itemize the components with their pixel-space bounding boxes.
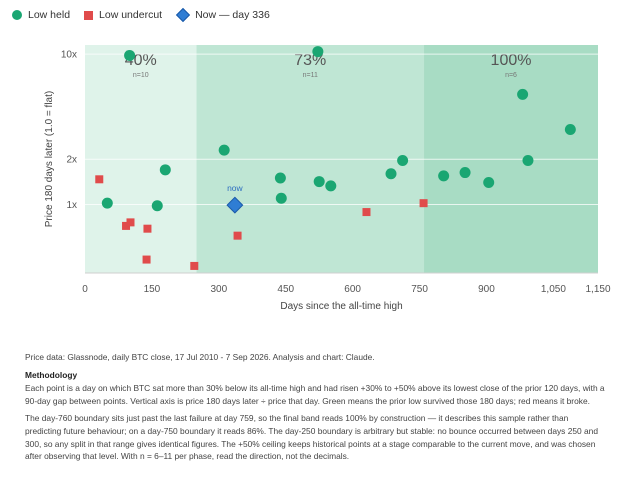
x-axis-title: Days since the all-time high (280, 301, 402, 312)
methodology-title: Methodology (25, 369, 78, 380)
held-point (564, 124, 576, 136)
x-tick-label: 750 (411, 284, 428, 295)
y-tick-label: 1x (66, 200, 77, 211)
held-point (101, 197, 113, 209)
legend: Low held Low undercut Now — day 336 (12, 7, 284, 23)
x-tick-label: 450 (277, 284, 294, 295)
methodology-paragraph-1: Each point is a day on which BTC sat mor… (25, 383, 605, 406)
chart-notes: Price data: Glassnode, daily BTC close, … (25, 351, 605, 463)
x-tick-label: 1,150 (585, 284, 610, 295)
undercut-point (362, 208, 371, 217)
x-tick-label: 150 (144, 284, 161, 295)
held-point (459, 167, 471, 179)
undercut-point (419, 199, 428, 208)
y-tick-label: 2x (66, 155, 77, 166)
held-point (483, 176, 495, 188)
undercut-point (122, 221, 131, 230)
x-tick-label: 0 (82, 284, 88, 295)
methodology-paragraph-2: The day-760 boundary sits just past the … (25, 413, 598, 462)
y-tick-label: 10x (61, 50, 77, 61)
held-point (124, 49, 136, 61)
undercut-point (126, 218, 135, 227)
x-tick-label: 600 (344, 284, 361, 295)
held-point (438, 170, 450, 182)
legend-label-held: Low held (28, 9, 71, 21)
undercut-point (95, 175, 104, 184)
undercut-point (142, 255, 151, 264)
band-count-label: n=10 (133, 72, 149, 79)
band-percent-label: 100% (491, 52, 532, 69)
legend-square-icon (84, 10, 94, 20)
legend-item-now: Now — day 336 (176, 7, 270, 23)
held-point (274, 172, 286, 184)
held-point (397, 155, 409, 167)
y-axis-title: Price 180 days later (1.0 = flat) (44, 91, 55, 227)
undercut-point (233, 231, 242, 240)
source-note: Price data: Glassnode, daily BTC close, … (25, 352, 375, 362)
held-point (275, 192, 287, 204)
legend-label-undercut: Low undercut (99, 9, 163, 21)
x-tick-label: 300 (210, 284, 227, 295)
held-point (517, 88, 529, 100)
undercut-point (143, 224, 152, 233)
now-point (226, 196, 244, 214)
now-point-label: now (227, 183, 243, 193)
undercut-point (190, 261, 199, 270)
held-point (385, 168, 397, 180)
legend-item-undercut: Low undercut (84, 9, 162, 21)
band-count-label: n=11 (303, 72, 318, 79)
held-point (218, 144, 230, 156)
x-tick-label: 900 (478, 284, 495, 295)
legend-item-held: Low held (12, 9, 70, 21)
band-count-label: n=6 (505, 72, 517, 79)
held-point (522, 155, 534, 167)
held-point (312, 46, 324, 58)
held-point (325, 180, 337, 192)
legend-label-now: Now — day 336 (195, 9, 270, 21)
held-point (151, 200, 163, 212)
held-point (159, 164, 171, 176)
x-tick-label: 1,050 (541, 284, 566, 295)
legend-circle-icon (12, 10, 22, 20)
held-point (313, 176, 325, 188)
